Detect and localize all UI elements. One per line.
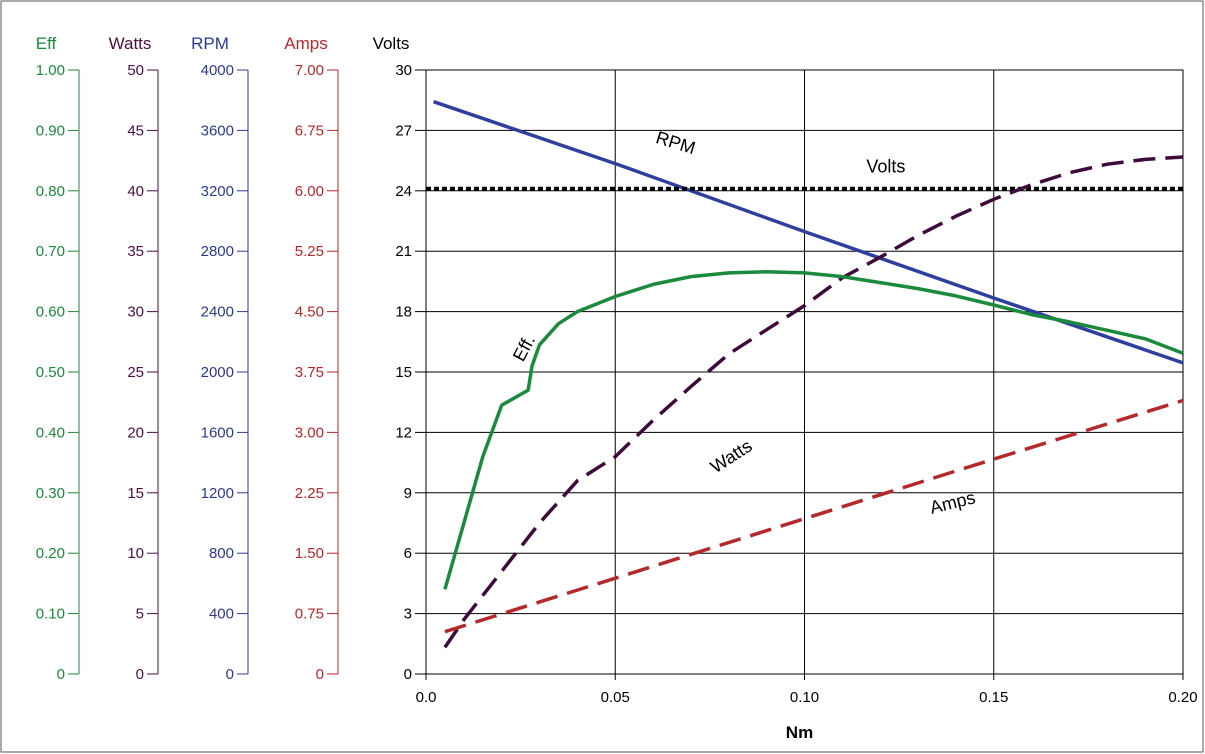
x-tick-label: 0.05 (601, 689, 630, 706)
y-tick-label-amps: 0.75 (295, 606, 324, 623)
x-axis-label: Nm (786, 723, 813, 742)
y-tick-label-volts: 30 (395, 62, 412, 79)
x-tick-label: 0.20 (1168, 689, 1197, 706)
series-line-amps (444, 398, 1184, 634)
y-tick-label-watts: 0 (136, 666, 144, 683)
y-axis-title-eff: Eff (36, 34, 57, 53)
y-tick-label-rpm: 4000 (201, 62, 234, 79)
y-tick-label-rpm: 800 (209, 545, 234, 562)
y-tick-label-volts: 12 (395, 424, 412, 441)
y-tick-label-rpm: 2400 (201, 304, 234, 321)
y-tick-label-watts: 30 (127, 304, 144, 321)
y-tick-label-amps: 1.50 (295, 545, 324, 562)
y-tick-label-rpm: 1200 (201, 485, 234, 502)
y-axis-title-volts: Volts (373, 34, 410, 53)
x-tick-label: 0.15 (979, 689, 1008, 706)
y-tick-label-rpm: 1600 (201, 424, 234, 441)
left-axes: 0 0.10 0.20 0.30 0.40 0.50 0.60 0.70 0.80 0.90 1.0… (36, 34, 339, 683)
y-tick-label-amps: 3.00 (295, 424, 324, 441)
y-tick-label-volts: 3 (404, 606, 412, 623)
y-tick-label-watts: 20 (127, 424, 144, 441)
y-tick-label-volts: 0 (404, 666, 412, 683)
y-tick-label-volts: 18 (395, 304, 412, 321)
y-tick-label-eff: 0.70 (36, 243, 65, 260)
y-tick-label-eff: 0.60 (36, 304, 65, 321)
series-line-watts (443, 155, 1184, 649)
y-tick-label-eff: 0.20 (36, 545, 65, 562)
y-tick-label-watts: 25 (127, 364, 144, 381)
y-axis-title-amps: Amps (284, 34, 327, 53)
y-tick-label-eff: 0.80 (36, 183, 65, 200)
y-axis-title-watts: Watts (109, 34, 152, 53)
y-tick-label-volts: 21 (395, 243, 412, 260)
y-tick-label-volts: 15 (395, 364, 412, 381)
series-line-eff (443, 269, 1184, 590)
y-tick-label-watts: 50 (127, 62, 144, 79)
y-tick-label-eff: 0.40 (36, 424, 65, 441)
y-tick-label-eff: 0 (57, 666, 65, 683)
y-tick-label-rpm: 3600 (201, 122, 234, 139)
y-tick-label-watts: 40 (127, 183, 144, 200)
y-tick-label-eff: 0.90 (36, 122, 65, 139)
y-tick-label-watts: 15 (127, 485, 144, 502)
y-tick-label-watts: 5 (136, 606, 144, 623)
y-tick-label-amps: 0 (316, 666, 324, 683)
y-tick-label-rpm: 2000 (201, 364, 234, 381)
y-tick-label-rpm: 3200 (201, 183, 234, 200)
y-tick-label-amps: 5.25 (295, 243, 324, 260)
y-tick-label-watts: 35 (127, 243, 144, 260)
y-tick-label-amps: 7.00 (295, 62, 324, 79)
y-tick-label-volts: 24 (395, 183, 412, 200)
y-tick-label-amps: 6.75 (295, 122, 324, 139)
y-tick-label-volts: 9 (404, 485, 412, 502)
y-axis-title-rpm: RPM (191, 34, 229, 53)
y-tick-label-eff: 1.00 (36, 62, 65, 79)
y-tick-label-amps: 2.25 (295, 485, 324, 502)
y-tick-label-watts: 45 (127, 122, 144, 139)
series (426, 100, 1184, 649)
y-tick-label-eff: 0.10 (36, 606, 65, 623)
x-tick-label: 0.10 (790, 689, 819, 706)
y-tick-label-rpm: 0 (226, 666, 234, 683)
series-label-volts: Volts (866, 157, 905, 177)
plot-axes: 0.0 0.05 0.10 0.15 0.20 Nm 0 3 6 9 12 15 18 21 24 27 30 V… (373, 34, 1198, 742)
y-tick-label-volts: 27 (395, 122, 412, 139)
y-tick-label-rpm: 400 (209, 606, 234, 623)
y-tick-label-rpm: 2800 (201, 243, 234, 260)
y-tick-label-watts: 10 (127, 545, 144, 562)
y-tick-label-volts: 6 (404, 545, 412, 562)
y-tick-label-amps: 6.00 (295, 183, 324, 200)
y-tick-label-eff: 0.30 (36, 485, 65, 502)
x-tick-label: 0.0 (416, 689, 437, 706)
y-tick-label-amps: 4.50 (295, 304, 324, 321)
y-tick-label-eff: 0.50 (36, 364, 65, 381)
y-tick-label-amps: 3.75 (295, 364, 324, 381)
